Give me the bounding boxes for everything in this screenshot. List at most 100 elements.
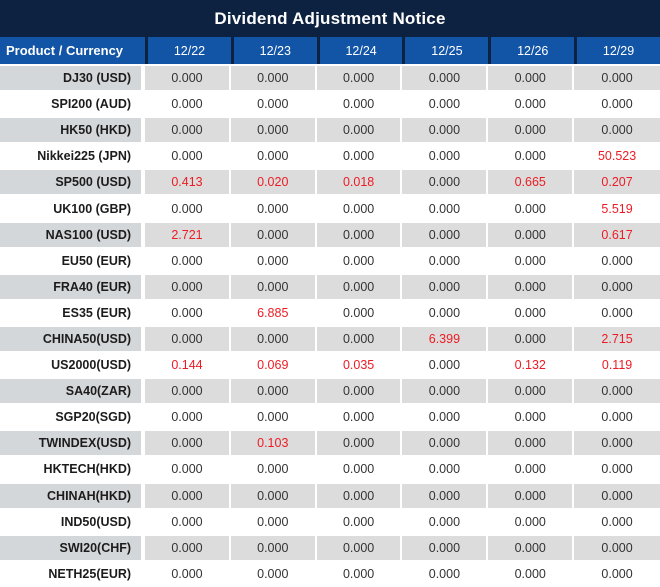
value-cell: 0.119	[574, 351, 660, 378]
value-cell: 0.000	[316, 481, 403, 508]
product-label: NAS100 (USD)	[0, 220, 146, 247]
value-cell: 0.000	[145, 533, 231, 560]
value-cell: 0.020	[230, 168, 317, 195]
value-cell: 0.000	[316, 272, 403, 299]
table-row: EU50 (EUR) 0.000 0.000 0.000 0.000 0.000 0.000	[0, 246, 660, 273]
value-cell: 0.000	[402, 559, 489, 586]
value-cell: 0.000	[402, 455, 489, 482]
value-cell: 0.000	[574, 533, 660, 560]
value-cell: 0.000	[230, 403, 317, 430]
value-cell: 0.000	[230, 272, 317, 299]
value-cell: 0.000	[402, 403, 489, 430]
value-cell: 0.000	[316, 246, 403, 273]
value-cell: 0.000	[316, 455, 403, 482]
table-row: HKTECH(HKD) 0.000 0.000 0.000 0.000 0.000 0.00…	[0, 455, 660, 482]
value-cell: 0.000	[316, 220, 403, 247]
product-label: HKTECH(HKD)	[0, 455, 146, 482]
table-row: Nikkei225 (JPN) 0.000 0.000 0.000 0.000 0.000…	[0, 142, 660, 169]
table-row: CHINAH(HKD) 0.000 0.000 0.000 0.000 0.000 0.00…	[0, 481, 660, 508]
value-cell: 0.000	[574, 64, 660, 91]
product-label: TWINDEX(USD)	[0, 429, 146, 456]
value-cell: 6.399	[402, 324, 489, 352]
value-cell: 0.000	[316, 559, 403, 586]
value-cell: 0.000	[402, 298, 489, 325]
value-cell: 0.000	[574, 298, 660, 325]
value-cell: 0.000	[230, 533, 317, 560]
value-cell: 0.000	[230, 455, 317, 482]
value-cell: 0.000	[230, 377, 317, 404]
value-cell: 0.000	[145, 272, 231, 299]
value-cell: 0.000	[402, 142, 489, 169]
product-label: UK100 (GBP)	[0, 194, 146, 221]
value-cell: 0.000	[230, 481, 317, 508]
product-label: IND50(USD)	[0, 507, 146, 534]
value-cell: 0.000	[488, 507, 575, 534]
value-cell: 0.000	[316, 142, 403, 169]
value-cell: 2.721	[145, 220, 231, 247]
table-row: CHINA50(USD) 0.000 0.000 0.000 6.399 0.000 2.7…	[0, 324, 660, 352]
value-cell: 6.885	[230, 298, 317, 325]
value-cell: 0.103	[230, 429, 317, 456]
product-label: SGP20(SGD)	[0, 403, 146, 430]
value-cell: 0.000	[402, 533, 489, 560]
value-cell: 0.000	[574, 559, 660, 586]
value-cell: 0.000	[145, 507, 231, 534]
table-row: FRA40 (EUR) 0.000 0.000 0.000 0.000 0.000 0.00…	[0, 272, 660, 299]
value-cell: 0.000	[230, 559, 317, 586]
value-cell: 0.000	[574, 455, 660, 482]
value-cell: 0.000	[230, 507, 317, 534]
value-cell: 0.018	[316, 168, 403, 195]
value-cell: 0.000	[574, 429, 660, 456]
value-cell: 0.000	[145, 377, 231, 404]
product-label: Nikkei225 (JPN)	[0, 142, 146, 169]
value-cell: 0.000	[488, 272, 575, 299]
table-row: DJ30 (USD) 0.000 0.000 0.000 0.000 0.000 0.000	[0, 64, 660, 91]
value-cell: 0.000	[316, 298, 403, 325]
product-label: CHINA50(USD)	[0, 324, 146, 352]
value-cell: 0.000	[145, 559, 231, 586]
value-cell: 0.665	[488, 168, 575, 195]
product-label: SA40(ZAR)	[0, 377, 146, 404]
value-cell: 0.000	[230, 90, 317, 117]
value-cell: 0.144	[145, 351, 231, 378]
value-cell: 0.000	[574, 116, 660, 143]
value-cell: 0.000	[488, 90, 575, 117]
product-label: HK50 (HKD)	[0, 116, 146, 143]
value-cell: 0.207	[574, 168, 660, 195]
value-cell: 0.000	[574, 507, 660, 534]
value-cell: 0.000	[488, 559, 575, 586]
value-cell: 0.000	[402, 481, 489, 508]
value-cell: 0.000	[402, 194, 489, 221]
value-cell: 0.000	[145, 324, 231, 352]
value-cell: 0.000	[488, 220, 575, 247]
value-cell: 0.000	[488, 298, 575, 325]
value-cell: 0.413	[145, 168, 231, 195]
value-cell: 0.000	[145, 403, 231, 430]
value-cell: 0.000	[402, 377, 489, 404]
value-cell: 0.000	[145, 298, 231, 325]
value-cell: 0.000	[316, 90, 403, 117]
table-row: SGP20(SGD) 0.000 0.000 0.000 0.000 0.000 0.000	[0, 403, 660, 430]
product-label: SPI200 (AUD)	[0, 90, 146, 117]
column-header-date: 12/26	[488, 37, 575, 64]
value-cell: 0.000	[402, 507, 489, 534]
value-cell: 0.000	[402, 220, 489, 247]
column-header-date: 12/25	[402, 37, 489, 64]
table-row: NETH25(EUR) 0.000 0.000 0.000 0.000 0.000 0.00…	[0, 559, 660, 586]
value-cell: 0.000	[402, 272, 489, 299]
value-cell: 0.000	[488, 194, 575, 221]
table-row: IND50(USD) 0.000 0.000 0.000 0.000 0.000 0.000	[0, 507, 660, 534]
value-cell: 0.000	[574, 481, 660, 508]
column-header-date: 12/23	[230, 37, 317, 64]
value-cell: 0.000	[402, 246, 489, 273]
value-cell: 0.000	[488, 403, 575, 430]
value-cell: 0.000	[145, 194, 231, 221]
value-cell: 0.000	[574, 403, 660, 430]
value-cell: 0.000	[488, 455, 575, 482]
value-cell: 0.000	[574, 90, 660, 117]
value-cell: 0.000	[488, 142, 575, 169]
value-cell: 0.000	[402, 351, 489, 378]
product-label: FRA40 (EUR)	[0, 272, 146, 299]
value-cell: 0.000	[574, 272, 660, 299]
